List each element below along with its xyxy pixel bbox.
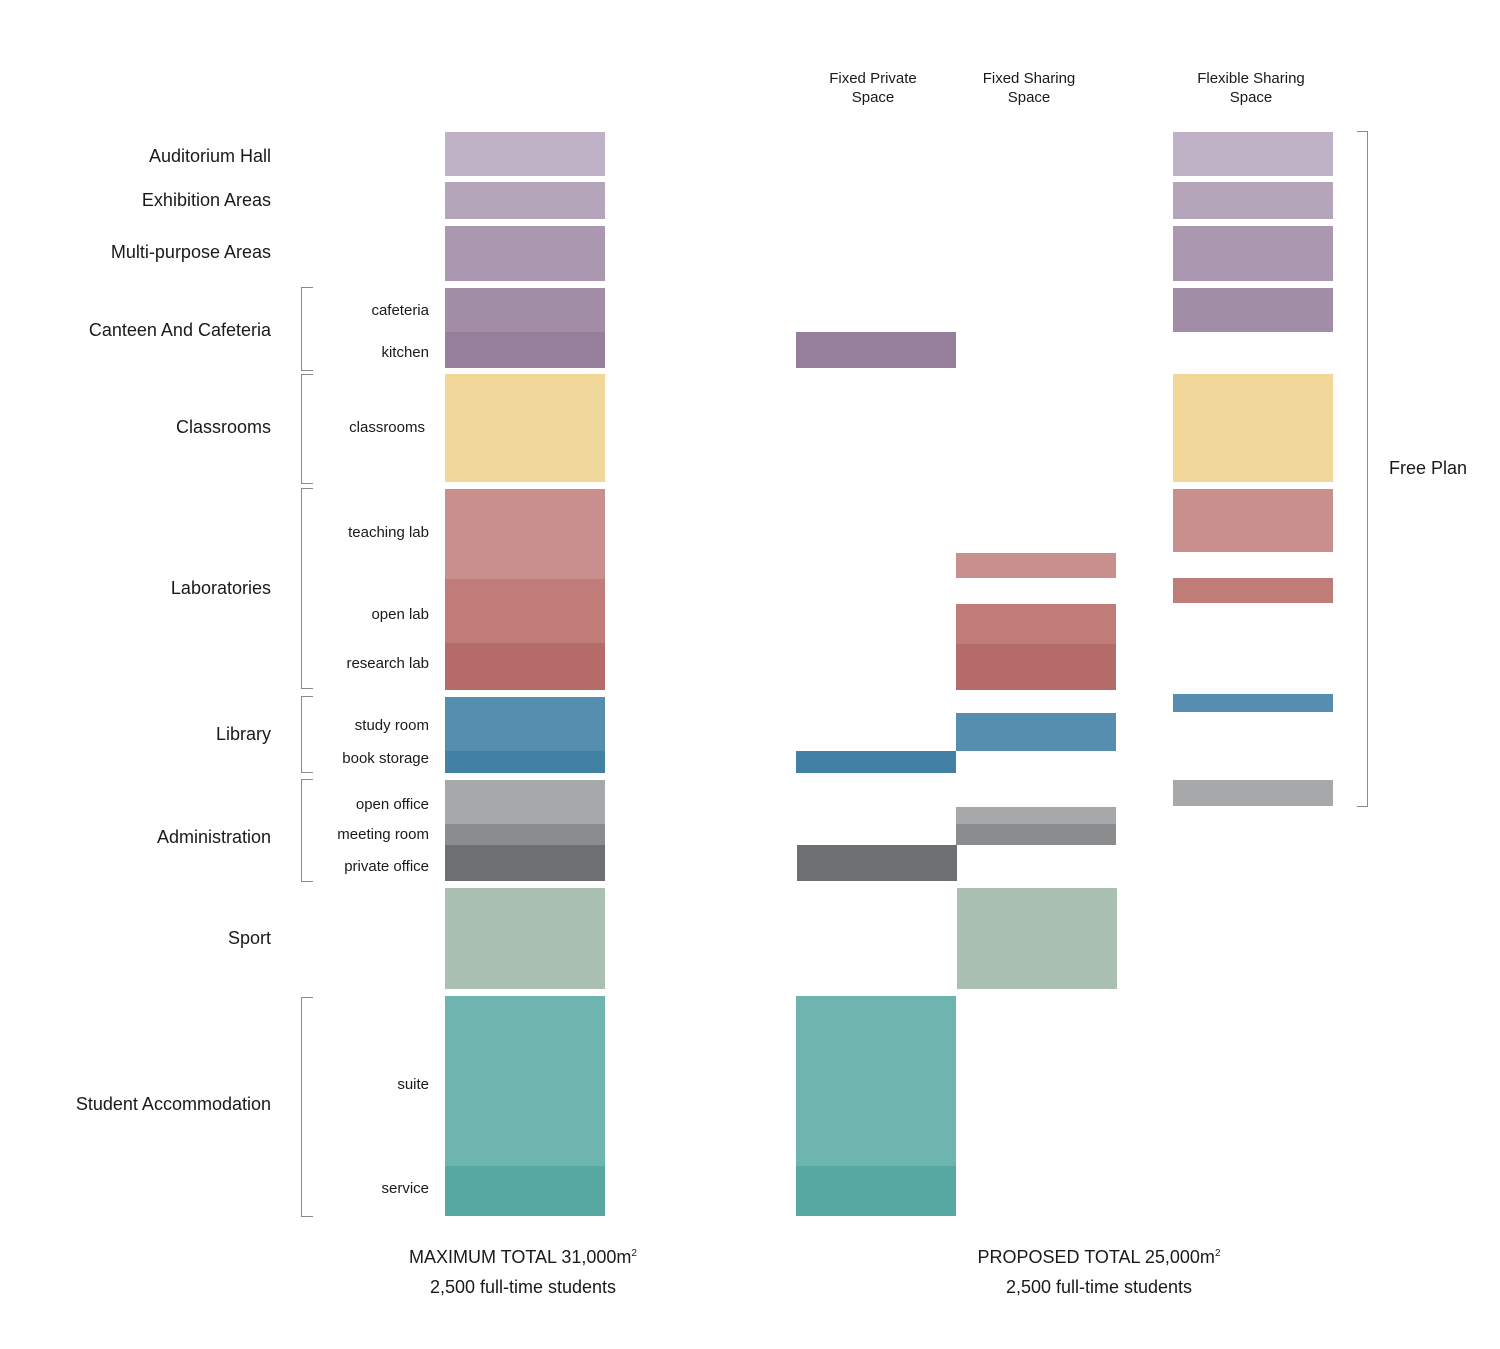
flex-block-auditorium	[1173, 132, 1333, 176]
max-block-book-storage	[445, 751, 605, 773]
flex-block-cafeteria	[1173, 288, 1333, 332]
header-fixed-private: Fixed Private Space	[829, 70, 917, 106]
maximum-students: 2,500 full-time students	[429, 1277, 617, 1297]
category-laboratories: Laboratories	[170, 578, 271, 598]
proposed-total: PROPOSED TOTAL 25,000m	[977, 1247, 1215, 1267]
max-block-kitchen	[445, 332, 605, 368]
max-block-teaching-lab	[445, 489, 605, 579]
sub-book-storage: book storage	[342, 750, 429, 767]
category-sport: Sport	[227, 928, 271, 948]
sharing-block-teaching-lab	[956, 553, 1116, 578]
category-multipurpose-areas: Multi-purpose Areas	[110, 242, 271, 262]
sub-private-office: private office	[344, 858, 429, 875]
sub-classrooms: classrooms	[349, 419, 425, 436]
sharing-block-study-room	[956, 713, 1116, 751]
max-block-cafeteria	[445, 288, 605, 332]
maximum-total: MAXIMUM TOTAL 31,000m	[409, 1247, 632, 1267]
sub-research-lab: research lab	[346, 655, 429, 672]
private-block-suite	[796, 996, 956, 1166]
max-block-open-lab	[445, 579, 605, 643]
bracket-library	[301, 696, 313, 773]
max-block-meeting-room	[445, 824, 605, 845]
free-plan-label: Free Plan	[1389, 458, 1468, 478]
max-block-open-office	[445, 780, 605, 824]
private-block-book-storage	[796, 751, 956, 773]
max-block-private-office	[445, 845, 605, 881]
private-block-kitchen	[796, 332, 956, 368]
max-block-exhibition	[445, 182, 605, 219]
sharing-block-research-lab	[956, 644, 1116, 690]
sub-meeting-room: meeting room	[337, 826, 429, 843]
sub-cafeteria: cafeteria	[371, 302, 429, 319]
category-classrooms: Classrooms	[175, 417, 271, 437]
proposed-total-sup: 2	[1214, 1248, 1221, 1259]
category-exhibition-areas: Exhibition Areas	[141, 190, 271, 210]
flex-block-multipurpose	[1173, 226, 1333, 281]
private-block-service	[796, 1166, 956, 1216]
bracket-laboratories	[301, 488, 313, 689]
proposed-students: 2,500 full-time students	[1005, 1277, 1193, 1297]
sub-teaching-lab: teaching lab	[348, 524, 429, 541]
bracket-administration	[301, 779, 313, 882]
max-block-service	[445, 1166, 605, 1216]
header-flexible-sharing: Flexible Sharing Space	[1197, 70, 1305, 106]
category-administration: Administration	[156, 827, 271, 847]
maximum-total-sup: 2	[631, 1248, 637, 1259]
category-library: Library	[215, 724, 271, 744]
footer-maximum: MAXIMUM TOTAL 31,000m2 2,500 full-time s…	[313, 1239, 733, 1302]
sub-suite: suite	[397, 1076, 429, 1093]
sharing-block-meeting-room	[956, 824, 1116, 845]
bracket-classrooms	[301, 374, 313, 484]
sub-study-room: study room	[354, 717, 429, 734]
bracket-accommodation	[301, 997, 313, 1217]
flex-block-classrooms	[1173, 374, 1333, 482]
header-fixed-sharing: Fixed Sharing Space	[982, 70, 1076, 106]
category-auditorium-hall: Auditorium Hall	[148, 146, 271, 166]
max-block-classrooms	[445, 374, 605, 482]
footer-proposed: PROPOSED TOTAL 25,000m2 2,500 full-time …	[889, 1239, 1309, 1302]
flex-block-exhibition	[1173, 182, 1333, 219]
sub-open-office: open office	[355, 796, 429, 813]
category-canteen: Canteen And Cafeteria	[88, 320, 271, 340]
max-block-suite	[445, 996, 605, 1166]
sharing-block-open-lab	[956, 604, 1116, 644]
sharing-block-open-office	[956, 807, 1116, 824]
sub-kitchen: kitchen	[381, 344, 429, 361]
max-block-sport	[445, 888, 605, 989]
bracket-canteen	[301, 287, 313, 371]
max-block-multipurpose	[445, 226, 605, 281]
bracket-free-plan	[1357, 131, 1368, 807]
sub-service: service	[381, 1180, 429, 1197]
private-block-private-office	[797, 845, 957, 881]
max-block-study-room	[445, 697, 605, 751]
flex-block-teaching-lab	[1173, 489, 1333, 552]
max-block-research-lab	[445, 643, 605, 690]
flex-block-open-lab	[1173, 578, 1333, 603]
sub-open-lab: open lab	[371, 606, 429, 623]
max-block-auditorium	[445, 132, 605, 176]
flex-block-open-office	[1173, 780, 1333, 806]
category-student-accommodation: Student Accommodation	[75, 1094, 271, 1114]
flex-block-study-room	[1173, 694, 1333, 712]
sharing-block-sport	[957, 888, 1117, 989]
